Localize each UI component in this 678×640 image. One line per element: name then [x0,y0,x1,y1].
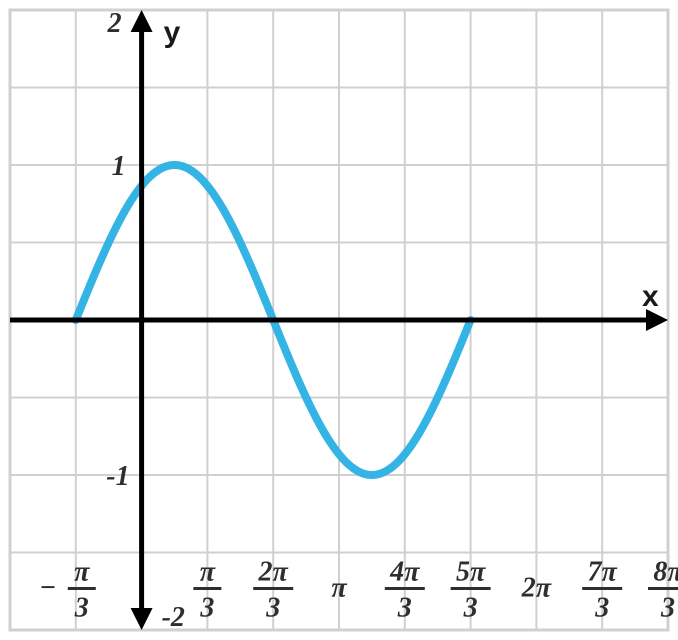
chart-svg: yx21-1-2−π3π32π3π4π35π32π7π38π3 [0,0,678,640]
y-tick-label: 1 [112,151,126,182]
svg-text:8π: 8π [653,557,678,588]
svg-text:3: 3 [199,593,214,624]
x-tick-label: π [331,573,347,604]
svg-text:3: 3 [594,593,609,624]
svg-text:π: π [200,557,216,588]
svg-text:−: − [39,573,56,604]
y-axis-label: y [164,16,181,49]
svg-text:4π: 4π [389,557,420,588]
svg-text:2π: 2π [258,557,289,588]
svg-text:3: 3 [74,593,89,624]
svg-text:7π: 7π [588,557,618,588]
svg-text:3: 3 [660,593,675,624]
svg-text:3: 3 [397,593,412,624]
svg-text:5π: 5π [456,557,486,588]
y-tick-label: -2 [162,602,185,633]
x-axis-label: x [642,280,659,313]
y-tick-label: -1 [106,461,129,492]
svg-text:π: π [74,557,90,588]
svg-text:3: 3 [463,593,478,624]
svg-text:2π: 2π [521,573,552,604]
sine-chart: yx21-1-2−π3π32π3π4π35π32π7π38π3 [0,0,678,640]
svg-text:3: 3 [265,593,280,624]
x-tick-label: 2π [521,573,552,604]
y-tick-label: 2 [107,8,122,39]
svg-text:π: π [331,573,347,604]
